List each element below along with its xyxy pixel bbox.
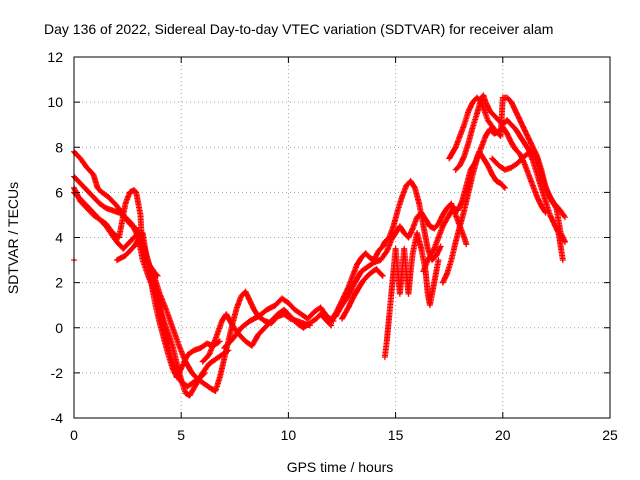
y-tick-label: 4 xyxy=(55,230,63,246)
y-tick-label: 6 xyxy=(55,184,63,200)
y-axis: -4 -2 0 2 4 6 8 10 12 xyxy=(47,49,610,426)
x-tick-label: 20 xyxy=(495,427,511,443)
y-tick-label: 2 xyxy=(55,275,63,291)
x-tick-label: 0 xyxy=(70,427,78,443)
series-track-12 xyxy=(381,229,442,361)
y-tick-label: 0 xyxy=(55,320,63,336)
data-point-markers xyxy=(113,229,223,381)
y-axis-label: SDTVAR / TECUs xyxy=(5,182,21,294)
grid-lines xyxy=(74,57,610,418)
y-tick-label: 8 xyxy=(55,139,63,155)
y-tick-label: 10 xyxy=(47,94,63,110)
y-tick-label: 12 xyxy=(47,49,63,65)
data-series xyxy=(71,92,568,399)
x-tick-label: 5 xyxy=(177,427,185,443)
data-point-markers xyxy=(221,295,337,352)
data-point-markers xyxy=(332,200,470,320)
y-tick-label: -4 xyxy=(51,410,64,426)
chart-title: Day 136 of 2022, Sidereal Day-to-day VTE… xyxy=(44,21,553,37)
data-point-markers xyxy=(381,229,442,361)
x-tick-label: 15 xyxy=(388,427,404,443)
series-track-10 xyxy=(332,200,470,320)
x-axis: 0 5 10 15 20 25 xyxy=(70,57,618,443)
data-point-markers xyxy=(199,306,335,365)
series-track-8 xyxy=(221,295,337,352)
series-track-5 xyxy=(113,229,223,381)
x-axis-label: GPS time / hours xyxy=(287,459,394,475)
x-tick-label: 10 xyxy=(281,427,297,443)
data-point-markers xyxy=(489,148,568,246)
data-point-markers xyxy=(71,148,219,394)
x-tick-label: 25 xyxy=(602,427,618,443)
series-track-17 xyxy=(489,148,568,246)
data-point-markers xyxy=(339,266,386,322)
y-tick-label: -2 xyxy=(51,365,64,381)
series-track-1 xyxy=(71,148,219,394)
series-track-11 xyxy=(339,266,386,322)
series-track-7 xyxy=(199,306,335,365)
